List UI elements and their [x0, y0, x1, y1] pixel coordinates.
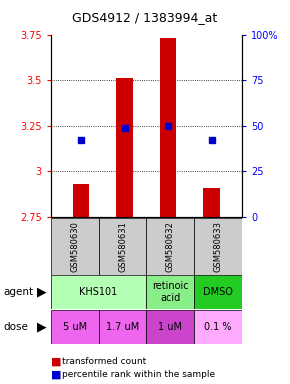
- Bar: [194, 275, 242, 309]
- Bar: [146, 218, 194, 275]
- Text: dose: dose: [3, 322, 28, 332]
- Text: ▶: ▶: [37, 320, 47, 333]
- Text: 1 uM: 1 uM: [158, 322, 182, 332]
- Bar: [99, 310, 146, 344]
- Text: GSM580632: GSM580632: [166, 221, 175, 271]
- Text: percentile rank within the sample: percentile rank within the sample: [62, 370, 215, 379]
- Bar: [146, 310, 194, 344]
- Bar: [116, 78, 133, 217]
- Text: retinoic
acid: retinoic acid: [152, 281, 189, 303]
- Bar: [194, 310, 242, 344]
- Text: ▶: ▶: [37, 286, 47, 299]
- Text: GSM580633: GSM580633: [214, 221, 223, 271]
- Bar: [194, 218, 242, 275]
- Text: ■: ■: [51, 357, 61, 367]
- Bar: [51, 275, 146, 309]
- Bar: [51, 310, 99, 344]
- Text: GSM580630: GSM580630: [70, 221, 79, 271]
- Text: ■: ■: [51, 369, 61, 379]
- Text: DMSO: DMSO: [203, 287, 233, 297]
- Bar: [99, 218, 146, 275]
- Text: 0.1 %: 0.1 %: [204, 322, 232, 332]
- Text: KHS101: KHS101: [79, 287, 118, 297]
- Bar: [51, 218, 99, 275]
- Text: 1.7 uM: 1.7 uM: [106, 322, 139, 332]
- Text: GDS4912 / 1383994_at: GDS4912 / 1383994_at: [72, 11, 218, 24]
- Bar: [204, 188, 220, 217]
- Bar: [160, 38, 176, 217]
- Bar: [146, 275, 194, 309]
- Bar: [73, 184, 89, 217]
- Text: GSM580631: GSM580631: [118, 221, 127, 271]
- Text: transformed count: transformed count: [62, 357, 147, 366]
- Text: 5 uM: 5 uM: [63, 322, 87, 332]
- Text: agent: agent: [3, 287, 33, 297]
